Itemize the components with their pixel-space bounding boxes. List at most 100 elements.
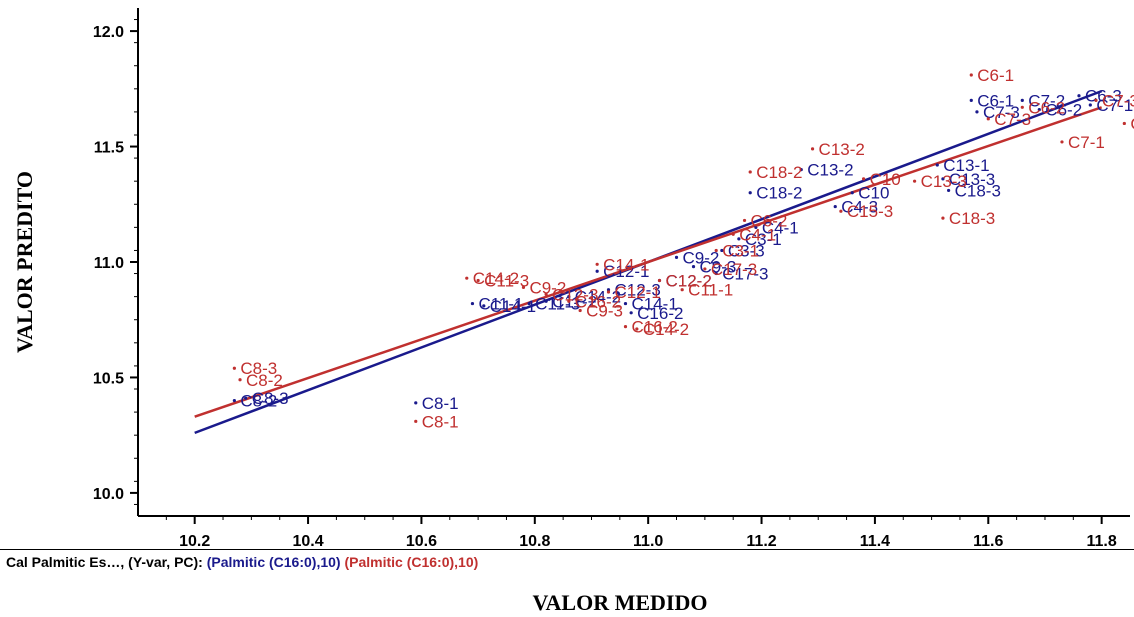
- point-label: C7-1: [1130, 114, 1134, 133]
- x-tick-label: 10.8: [519, 533, 550, 550]
- data-point: [810, 147, 815, 151]
- data-point: [799, 168, 803, 172]
- point-label: C13-3: [949, 170, 995, 189]
- data-point: [527, 301, 531, 306]
- point-label: C12-2: [666, 271, 712, 290]
- point-label: C6-2: [1028, 98, 1065, 117]
- point-label: C4-3: [841, 198, 878, 217]
- data-point: [731, 232, 735, 236]
- data-point: [544, 292, 548, 296]
- point-label: C16-2: [575, 292, 621, 311]
- data-point: [465, 276, 469, 280]
- data-point: [657, 278, 662, 283]
- data-point: [1122, 121, 1126, 126]
- data-point: [737, 237, 741, 241]
- point-label: C7-3: [994, 110, 1031, 129]
- data-point: [975, 110, 979, 114]
- data-point: [754, 225, 758, 229]
- point-label: C13-2: [807, 161, 853, 180]
- point-label: C16-2: [637, 304, 683, 323]
- data-point: [414, 401, 418, 405]
- point-label: C3-1: [722, 241, 759, 260]
- legend-prefix: Cal Palmitic Es…, (Y-var, PC):: [6, 554, 203, 570]
- x-tick-label: 11.6: [973, 533, 1003, 550]
- point-label: C18-2: [756, 163, 802, 182]
- data-point: [1020, 105, 1024, 109]
- data-point: [969, 73, 973, 77]
- data-point: [714, 248, 718, 253]
- data-point: [748, 170, 752, 174]
- point-label: C11-3: [484, 271, 529, 290]
- data-point: [595, 269, 599, 273]
- point-label: C11-3: [535, 295, 580, 314]
- point-label: C3-1: [745, 230, 782, 249]
- point-label: C9-2: [683, 248, 720, 267]
- y-tick-label: 10.5: [93, 370, 124, 387]
- data-point: [232, 366, 236, 370]
- point-label: C7-3: [983, 103, 1020, 122]
- point-label: C4-1: [739, 225, 776, 244]
- point-label: C13-3: [921, 172, 967, 191]
- point-label: C6-1: [977, 66, 1014, 85]
- data-point: [414, 419, 418, 423]
- data-point: [912, 179, 917, 183]
- x-tick-label: 11.8: [1087, 533, 1117, 550]
- data-point: [244, 396, 248, 400]
- data-point: [482, 304, 486, 308]
- point-label: C9-3: [586, 301, 623, 320]
- point-label: C15-3: [847, 202, 893, 221]
- data-point: [635, 327, 639, 331]
- point-label: C18-3: [955, 181, 1001, 200]
- data-point: [623, 301, 628, 306]
- point-label: C16-2: [631, 318, 677, 337]
- data-point: [714, 271, 718, 276]
- point-label: C17-3: [711, 260, 757, 279]
- point-label: C7-1: [1096, 96, 1133, 115]
- point-label: C7-2: [1028, 91, 1065, 110]
- regression-line: [194, 106, 1103, 418]
- point-label: C11-1: [688, 281, 733, 300]
- point-label: C13-2: [819, 140, 865, 159]
- x-tick-label: 10.6: [406, 533, 437, 550]
- data-point: [986, 117, 990, 121]
- y-axis-title: VALOR PREDITO: [12, 171, 37, 353]
- point-label: C8-2: [240, 392, 277, 411]
- point-label: C9-2: [529, 278, 566, 297]
- data-point: [703, 267, 707, 271]
- data-point: [1088, 103, 1092, 107]
- data-point: [1094, 98, 1098, 102]
- x-tick-label: 11.0: [633, 533, 663, 550]
- x-axis-title: VALOR MEDIDO: [532, 590, 707, 615]
- x-tick-label: 11.4: [860, 533, 890, 550]
- data-point: [947, 188, 951, 193]
- data-point: [941, 216, 945, 220]
- data-point: [674, 255, 679, 259]
- point-label: C10: [870, 170, 901, 189]
- data-point: [935, 163, 939, 167]
- data-point: [521, 285, 526, 289]
- point-label: C8-3: [240, 359, 277, 378]
- point-label: C8-1: [422, 412, 459, 431]
- y-tick-label: 11.0: [94, 255, 124, 272]
- point-label: C6-2: [751, 211, 788, 230]
- x-tick-label: 10.4: [292, 533, 323, 550]
- data-point: [1060, 140, 1064, 144]
- data-point: [567, 299, 571, 303]
- point-label: C7-3: [1102, 91, 1134, 110]
- point-label: C14-1: [631, 295, 677, 314]
- point-label: C11-2: [552, 292, 597, 311]
- point-label: C12-3: [614, 281, 660, 300]
- data-point: [850, 191, 854, 195]
- y-tick-label: 11.5: [94, 140, 124, 157]
- y-tick-label: 10.0: [93, 486, 124, 503]
- data-point: [680, 288, 684, 292]
- point-label: C6-2: [1045, 101, 1082, 120]
- data-point: [839, 209, 843, 213]
- data-point: [578, 308, 582, 313]
- data-point: [567, 295, 571, 299]
- legend-divider: [0, 549, 1134, 550]
- data-point: [476, 278, 480, 283]
- point-label: C12-1: [603, 262, 649, 281]
- point-label: C13-1: [943, 156, 989, 175]
